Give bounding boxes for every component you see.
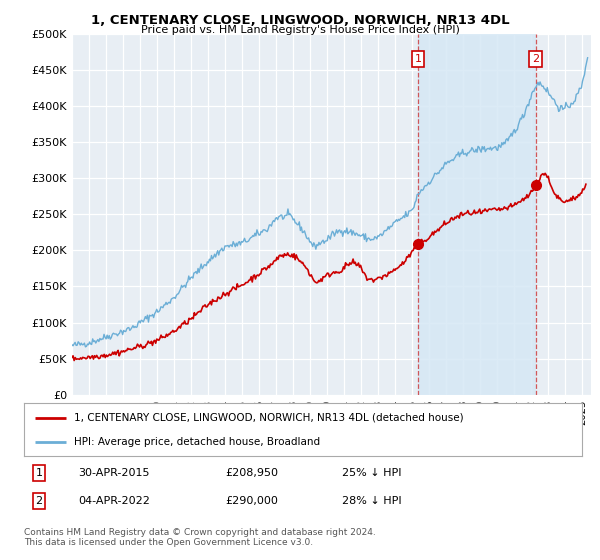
Text: 28% ↓ HPI: 28% ↓ HPI bbox=[342, 496, 402, 506]
Text: 1, CENTENARY CLOSE, LINGWOOD, NORWICH, NR13 4DL (detached house): 1, CENTENARY CLOSE, LINGWOOD, NORWICH, N… bbox=[74, 413, 464, 423]
Text: Contains HM Land Registry data © Crown copyright and database right 2024.
This d: Contains HM Land Registry data © Crown c… bbox=[24, 528, 376, 547]
Text: 25% ↓ HPI: 25% ↓ HPI bbox=[342, 468, 402, 478]
Text: 1: 1 bbox=[415, 54, 421, 64]
Text: £290,000: £290,000 bbox=[226, 496, 278, 506]
Text: Price paid vs. HM Land Registry's House Price Index (HPI): Price paid vs. HM Land Registry's House … bbox=[140, 25, 460, 35]
Text: 2: 2 bbox=[532, 54, 539, 64]
Text: 30-APR-2015: 30-APR-2015 bbox=[78, 468, 150, 478]
Text: £208,950: £208,950 bbox=[226, 468, 278, 478]
Text: 2: 2 bbox=[35, 496, 43, 506]
Text: 1, CENTENARY CLOSE, LINGWOOD, NORWICH, NR13 4DL: 1, CENTENARY CLOSE, LINGWOOD, NORWICH, N… bbox=[91, 14, 509, 27]
Text: HPI: Average price, detached house, Broadland: HPI: Average price, detached house, Broa… bbox=[74, 437, 320, 447]
Text: 04-APR-2022: 04-APR-2022 bbox=[78, 496, 150, 506]
Text: 1: 1 bbox=[35, 468, 43, 478]
Bar bbox=[418, 34, 536, 395]
